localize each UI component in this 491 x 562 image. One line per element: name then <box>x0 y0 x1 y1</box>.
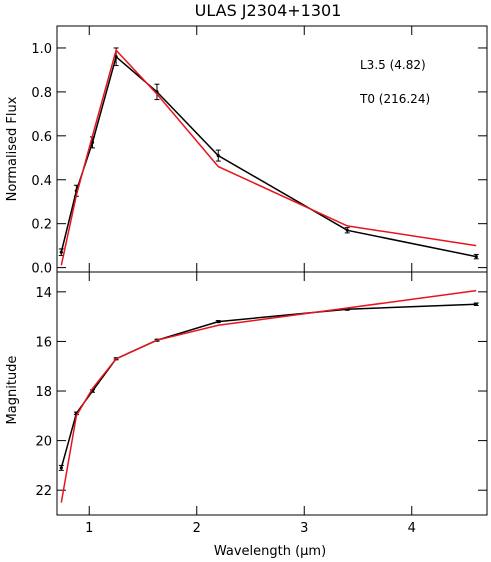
legend-entry-t0: T0 (216.24) <box>359 92 430 106</box>
bottom-y-tick-label: 20 <box>35 435 52 450</box>
x-tick-label: 1 <box>85 521 93 536</box>
top-y-tick-label: 0.2 <box>31 218 52 233</box>
bottom-y-tick-label: 14 <box>35 286 52 301</box>
bottom-data-point <box>216 319 220 324</box>
legend-entry-l35: L3.5 (4.82) <box>360 58 426 72</box>
bottom-data-point <box>59 466 63 470</box>
chart-title: ULAS J2304+1301 <box>195 1 342 20</box>
top-data-point <box>59 250 63 254</box>
top-data-point <box>216 153 220 158</box>
top-y-tick-label: 0.6 <box>31 130 52 145</box>
bottom-y-tick-label: 16 <box>35 335 52 350</box>
bottom-y-tick-label: 18 <box>35 385 52 400</box>
top-y-tick-label: 0.8 <box>31 86 52 101</box>
top-data-point <box>474 255 478 259</box>
top-data-point <box>345 228 349 232</box>
bottom-series-0-line <box>60 303 477 469</box>
x-tick-label: 2 <box>193 521 201 536</box>
top-data-point <box>114 55 118 59</box>
x-axis-label: Wavelength (μm) <box>214 544 326 559</box>
top-series-0-line <box>60 55 477 258</box>
bottom-panel-frame <box>56 271 488 516</box>
bottom-y-tick-label: 22 <box>35 484 52 499</box>
bottom-data-point <box>474 302 478 306</box>
x-tick-label: 3 <box>300 521 308 536</box>
top-y-axis-label: Normalised Flux <box>5 96 20 201</box>
top-y-tick-label: 1.0 <box>31 42 52 57</box>
top-series-1-line <box>60 48 477 266</box>
top-panel: 0.0 0.2 0.4 0.6 0.8 1.0 Normalised Flux L3.5 … <box>5 25 488 277</box>
bottom-series-1-line <box>60 289 477 503</box>
bottom-panel: 1 2 3 4 14 16 18 20 22 Magnitude Wavelength (μm) <box>5 271 488 559</box>
x-tick-label: 4 <box>408 521 416 536</box>
top-y-tick-label: 0.0 <box>31 262 52 277</box>
top-y-tick-label: 0.4 <box>31 174 52 189</box>
bottom-y-axis-label: Magnitude <box>5 356 20 425</box>
